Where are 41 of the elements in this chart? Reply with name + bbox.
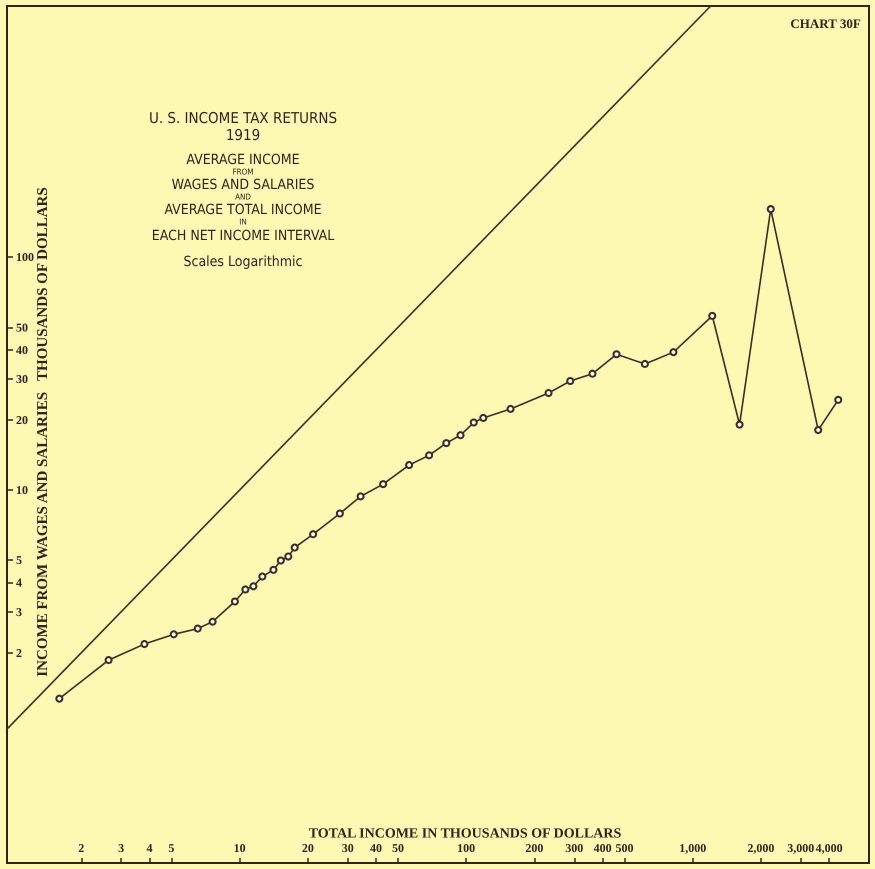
annotation: WAGES AND SALARIES	[172, 177, 314, 193]
annotation: AVERAGE TOTAL INCOME	[164, 202, 322, 218]
x-tick-label: 300	[565, 841, 584, 855]
annotation: CHART 30F	[790, 16, 861, 31]
y-tick-label: 5	[16, 553, 22, 568]
annotation: EACH NET INCOME INTERVAL	[152, 228, 334, 244]
y-tick-label: 4	[16, 576, 22, 590]
y-axis-title: INCOME FROM WAGES AND SALARIES THOUSANDS OF DOLLARS	[35, 187, 51, 677]
x-tick-label: 4	[146, 841, 152, 855]
x-tick-label: 2,000	[747, 841, 774, 855]
x-tick-label: 3,000	[787, 841, 814, 855]
annotation: Scales Logarithmic	[184, 254, 303, 270]
text: 1919	[226, 126, 260, 144]
annotation: FROM	[232, 168, 254, 176]
y-tick-label: 40	[16, 342, 28, 357]
x-tick-label: 40	[370, 841, 382, 855]
x-tick-label: 20	[302, 841, 314, 855]
annotation: AND	[235, 192, 252, 202]
x-tick-label: 5	[168, 841, 174, 855]
y-tick-label: 30	[16, 372, 28, 386]
x-tick-label: 3	[118, 841, 124, 855]
x-tick-label: 2	[78, 841, 84, 855]
annotation: IN	[239, 218, 247, 226]
x-tick-label: 200	[525, 841, 544, 855]
x-tick-label: 50	[392, 841, 404, 855]
annotation: AVERAGE INCOME	[186, 152, 300, 168]
x-tick-label: 4,000	[816, 841, 843, 855]
y-tick-label: 50	[16, 320, 28, 334]
x-axis-title: TOTAL INCOME IN THOUSANDS OF DOLLARS	[308, 826, 622, 842]
x-tick-label: 30	[342, 841, 354, 855]
x-tick-label: 400	[594, 841, 612, 855]
y-tick-label: 10	[16, 483, 28, 498]
y-tick-label: 20	[16, 412, 28, 427]
x-tick-label: 1,000	[679, 841, 706, 855]
x-tick-label: 100	[457, 841, 476, 855]
y-tick-label: 100	[16, 250, 34, 264]
x-tick-label: 10	[234, 841, 246, 855]
y-tick-label: 2	[16, 646, 22, 660]
text: U. S. INCOME TAX RETURNS	[148, 109, 338, 127]
x-tick-label: 500	[616, 841, 634, 855]
y-tick-label: 3	[16, 604, 22, 619]
